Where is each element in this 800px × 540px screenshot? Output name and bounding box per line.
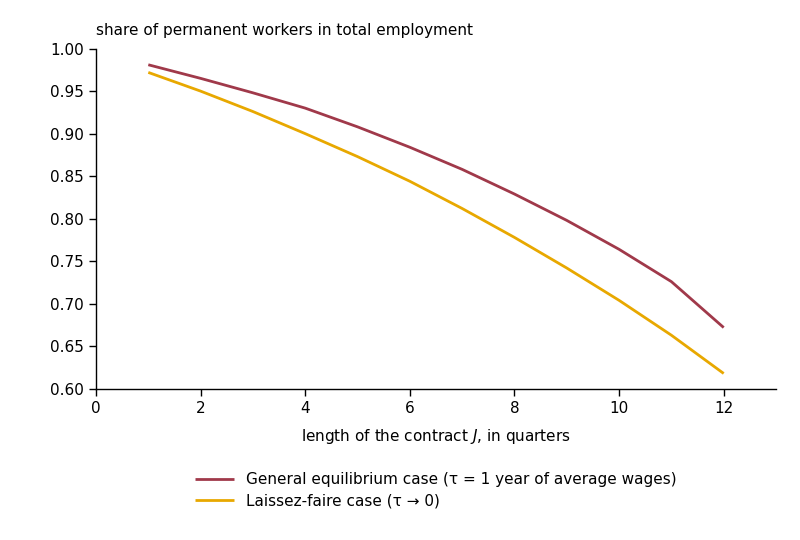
General equilibrium case (τ = 1 year of average wages) [248,90,258,96]
Line: Laissez-faire case (τ → 0): Laissez-faire case (τ → 0) [148,72,724,374]
General equilibrium case (τ = 1 year of average wages) [510,191,519,197]
Laissez-faire case (τ → 0) [143,69,153,76]
General equilibrium case (τ = 1 year of average wages) [196,75,206,82]
Laissez-faire case (τ → 0) [510,234,519,241]
Text: share of permanent workers in total employment: share of permanent workers in total empl… [96,23,473,38]
Laissez-faire case (τ → 0) [666,332,676,339]
Laissez-faire case (τ → 0) [562,265,571,271]
Laissez-faire case (τ → 0) [458,205,467,212]
General equilibrium case (τ = 1 year of average wages) [301,105,310,111]
Laissez-faire case (τ → 0) [248,109,258,115]
General equilibrium case (τ = 1 year of average wages) [719,325,729,331]
General equilibrium case (τ = 1 year of average wages) [666,279,676,285]
Laissez-faire case (τ → 0) [301,130,310,137]
General equilibrium case (τ = 1 year of average wages) [353,124,362,130]
General equilibrium case (τ = 1 year of average wages) [562,217,571,224]
General equilibrium case (τ = 1 year of average wages) [614,246,624,253]
Laissez-faire case (τ → 0) [353,153,362,160]
X-axis label: length of the contract $J$, in quarters: length of the contract $J$, in quarters [301,427,571,446]
General equilibrium case (τ = 1 year of average wages) [405,144,414,151]
Laissez-faire case (τ → 0) [196,88,206,94]
Laissez-faire case (τ → 0) [614,297,624,303]
Legend: General equilibrium case (τ = 1 year of average wages), Laissez-faire case (τ → : General equilibrium case (τ = 1 year of … [188,464,684,516]
General equilibrium case (τ = 1 year of average wages) [458,166,467,173]
Laissez-faire case (τ → 0) [405,178,414,185]
General equilibrium case (τ = 1 year of average wages) [143,62,153,68]
Line: General equilibrium case (τ = 1 year of average wages): General equilibrium case (τ = 1 year of … [148,65,724,328]
Laissez-faire case (τ → 0) [719,370,729,377]
